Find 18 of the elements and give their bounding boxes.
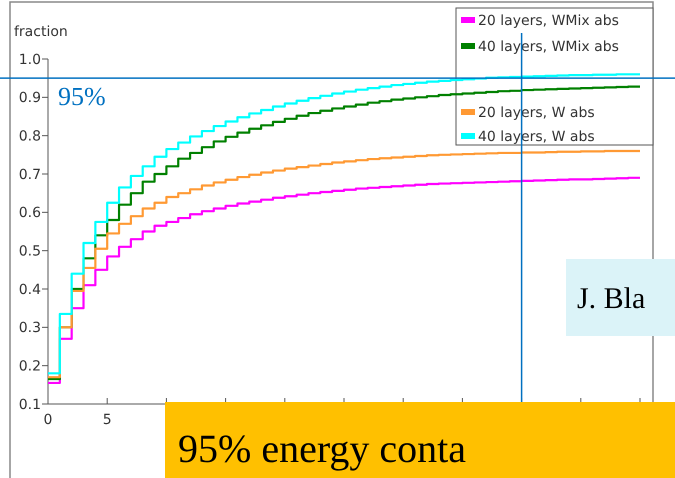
y-axis-title: fraction — [14, 24, 68, 40]
annotation: J. Bla — [577, 282, 646, 315]
y-tick-label: 0.1 — [18, 396, 41, 413]
ref-line-label: 95% — [58, 82, 106, 112]
y-tick-label: 0.8 — [18, 128, 41, 145]
y-tick-label: 0.2 — [18, 358, 41, 375]
y-tick-label: 0.3 — [18, 320, 41, 336]
name-box: J. Bla — [566, 259, 675, 336]
x-tick-label: 5 — [102, 412, 112, 428]
y-tick-label: 0.7 — [18, 166, 41, 183]
caption-box: 95% energy conta — [165, 402, 675, 478]
legend-label: 20 layers, WMix abs — [478, 12, 619, 29]
x-tick-label: 0 — [44, 412, 52, 428]
y-tick-label: 0.9 — [18, 90, 41, 106]
y-tick-label: 0.4 — [18, 282, 42, 298]
y-tick-label: 1.0 — [18, 52, 41, 68]
y-tick-label: 0.6 — [18, 205, 42, 222]
y-tick-label: 0.5 — [18, 244, 41, 260]
